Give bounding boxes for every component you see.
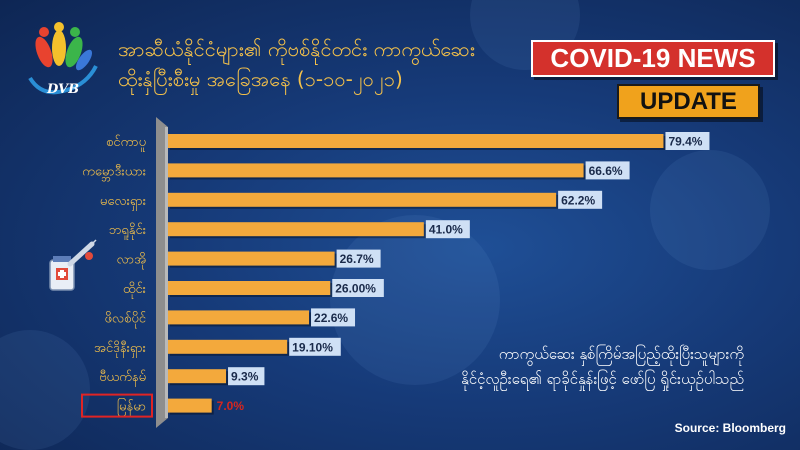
data-label: 26.7%: [340, 252, 374, 266]
logo-text: DVB: [46, 82, 80, 97]
dvb-logo-icon: [28, 22, 98, 95]
bar: [168, 134, 664, 148]
covid-news-badge: COVID-19 NEWS: [531, 40, 775, 77]
category-label: အင်ဒိုနီးရှား: [94, 340, 146, 358]
category-label: မြန်မာ: [117, 398, 146, 417]
data-label-box: [336, 249, 381, 268]
bar: [168, 251, 335, 266]
source-label: Source: Bloomberg: [674, 421, 786, 435]
update-badge: UPDATE: [617, 84, 760, 119]
highlight-outline: [81, 393, 153, 418]
data-label-box: [311, 308, 356, 327]
data-label: 7.0%: [217, 399, 245, 413]
data-label-box: [332, 279, 384, 297]
category-label: လာအို: [117, 252, 146, 270]
category-label: မလေးရှား: [100, 194, 146, 211]
virus-background-icon: [650, 150, 770, 270]
data-label: 41.0%: [429, 223, 463, 237]
data-label: 9.3%: [231, 370, 259, 384]
bar: [168, 310, 310, 325]
data-label: 19.10%: [292, 340, 333, 354]
bar: [168, 281, 331, 295]
bar: [168, 369, 227, 384]
note-line1: ကာကွယ်ဆေး နှစ်ကြိမ်အပြည့်ထိုးပြီးသူများက…: [498, 345, 744, 363]
data-label: 26.00%: [335, 282, 376, 296]
virus-background-icon: [330, 215, 500, 385]
note-line2: နိုင်ငံ့လူဦးရေ၏ ရာခိုင်နှုန်းဖြင့် ဖော်ပ…: [460, 370, 744, 388]
bar: [168, 192, 557, 207]
category-label: ဗီယက်နမ်: [99, 369, 146, 387]
category-label: ဘရူနိုင်း: [109, 222, 146, 240]
data-label-box: [228, 367, 265, 386]
axis-line: [165, 127, 168, 418]
data-label-box: [665, 132, 710, 150]
chart-title-line1: အာဆီယံနိုင်ငံများ၏ ကိုဗစ်နိုင်တင်း ကာကွယ…: [118, 37, 475, 61]
bar: [168, 222, 424, 237]
chart-title-line2: ထိုးနှံပြီးစီးမှု အခြေအနေ (၁-၁၀-၂၀၂၁): [118, 67, 403, 91]
data-label: 62.2%: [561, 193, 595, 207]
data-label: 66.6%: [589, 164, 623, 178]
category-label: ဖိလစ်ပိုင်: [104, 310, 146, 328]
category-label: ကမ္ဘောဒီးယား: [82, 163, 146, 181]
bar: [168, 163, 584, 178]
data-label-box: [558, 190, 603, 209]
vaccine-syringe-icon: [49, 239, 97, 291]
data-label-box: [425, 220, 470, 239]
data-label: 22.6%: [314, 311, 348, 325]
bar: [168, 398, 212, 413]
data-label-box: [289, 337, 341, 356]
bar: [168, 339, 288, 354]
data-label-box: [585, 161, 630, 180]
category-label: ထိုင်း: [123, 281, 146, 299]
data-label: 79.4%: [668, 135, 702, 149]
category-label: စင်ကာပူ: [106, 134, 146, 152]
